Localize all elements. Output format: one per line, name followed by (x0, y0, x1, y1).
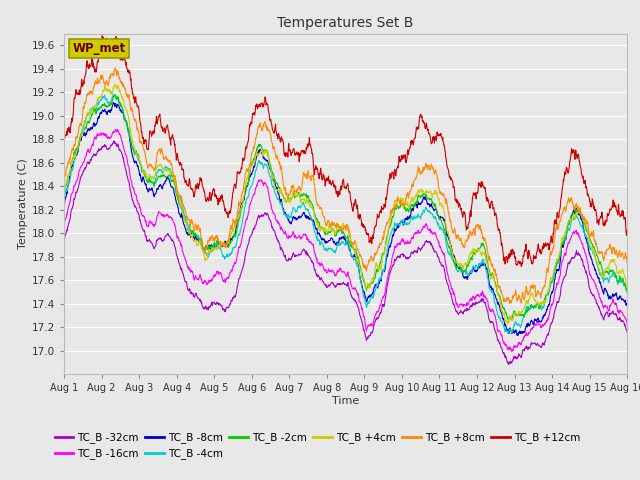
TC_B -16cm (60, 220, 68, 226)
TC_B +8cm (381, 227, 388, 233)
Line: TC_B -4cm: TC_B -4cm (64, 94, 627, 333)
TC_B +12cm (381, 204, 388, 210)
TC_B -2cm (127, 138, 134, 144)
TC_B +4cm (111, 82, 119, 87)
TC_B +12cm (127, 76, 134, 82)
TC_B -2cm (60, 191, 68, 197)
Line: TC_B -32cm: TC_B -32cm (64, 141, 627, 364)
TC_B +12cm (60, 138, 68, 144)
TC_B -8cm (300, 210, 307, 216)
TC_B +4cm (504, 321, 511, 326)
TC_B -8cm (381, 267, 388, 273)
TC_B +8cm (506, 300, 513, 306)
TC_B +8cm (321, 219, 329, 225)
TC_B +12cm (311, 166, 319, 172)
TC_B -32cm (300, 246, 307, 252)
TC_B -32cm (104, 146, 111, 152)
TC_B -16cm (104, 135, 111, 141)
TC_B +4cm (311, 214, 319, 220)
TC_B -32cm (60, 238, 68, 244)
TC_B -8cm (127, 144, 134, 150)
Line: TC_B -16cm: TC_B -16cm (64, 129, 627, 352)
TC_B -2cm (381, 245, 388, 251)
TC_B -32cm (110, 138, 118, 144)
TC_B -16cm (508, 349, 516, 355)
TC_B -2cm (508, 317, 516, 323)
TC_B -2cm (623, 290, 631, 296)
TC_B +4cm (127, 129, 134, 135)
Title: Temperatures Set B: Temperatures Set B (277, 16, 414, 30)
TC_B -8cm (109, 100, 117, 106)
TC_B -4cm (127, 139, 134, 145)
TC_B -16cm (127, 177, 134, 182)
TC_B +12cm (104, 39, 112, 45)
X-axis label: Time: Time (332, 396, 359, 406)
TC_B +4cm (381, 247, 388, 252)
TC_B -4cm (311, 230, 319, 236)
TC_B +12cm (517, 264, 525, 269)
Line: TC_B +12cm: TC_B +12cm (64, 36, 627, 266)
TC_B +4cm (623, 283, 631, 289)
TC_B +4cm (60, 185, 68, 191)
TC_B +8cm (111, 65, 119, 71)
TC_B -2cm (111, 92, 119, 98)
TC_B -8cm (311, 224, 319, 229)
TC_B +8cm (311, 188, 319, 193)
TC_B -4cm (623, 288, 631, 294)
TC_B -4cm (300, 199, 307, 205)
TC_B +8cm (623, 261, 631, 266)
TC_B -32cm (127, 190, 134, 195)
TC_B +8cm (60, 171, 68, 177)
TC_B -8cm (60, 203, 68, 209)
TC_B -32cm (381, 299, 388, 304)
Line: TC_B -8cm: TC_B -8cm (64, 103, 627, 336)
TC_B -4cm (109, 91, 117, 97)
TC_B +8cm (300, 170, 307, 176)
TC_B -32cm (321, 282, 329, 288)
Line: TC_B +8cm: TC_B +8cm (64, 68, 627, 303)
TC_B -16cm (311, 251, 319, 256)
TC_B +8cm (127, 108, 134, 113)
Y-axis label: Temperature (C): Temperature (C) (17, 158, 28, 250)
TC_B -8cm (514, 333, 522, 338)
TC_B +4cm (300, 196, 307, 202)
TC_B -8cm (104, 110, 111, 116)
Line: TC_B +4cm: TC_B +4cm (64, 84, 627, 324)
TC_B +12cm (321, 183, 329, 189)
TC_B -16cm (381, 291, 388, 297)
TC_B -2cm (311, 212, 319, 217)
Line: TC_B -2cm: TC_B -2cm (64, 95, 627, 320)
TC_B +12cm (99, 33, 106, 38)
TC_B +12cm (623, 233, 631, 239)
TC_B -8cm (321, 239, 329, 244)
TC_B -4cm (60, 197, 68, 203)
TC_B -2cm (321, 231, 329, 237)
TC_B -8cm (623, 303, 631, 309)
TC_B -32cm (505, 361, 513, 367)
TC_B +12cm (300, 150, 307, 156)
TC_B -2cm (104, 104, 111, 109)
TC_B -4cm (104, 100, 111, 106)
TC_B -4cm (381, 263, 388, 268)
TC_B +4cm (104, 89, 111, 95)
Text: WP_met: WP_met (72, 42, 125, 55)
TC_B -16cm (111, 126, 119, 132)
TC_B -16cm (623, 322, 631, 327)
TC_B -16cm (321, 267, 329, 273)
TC_B -32cm (623, 329, 631, 335)
TC_B +8cm (104, 81, 111, 87)
TC_B -32cm (311, 266, 319, 272)
Legend: TC_B -32cm, TC_B -16cm, TC_B -8cm, TC_B -4cm, TC_B -2cm, TC_B +4cm, TC_B +8cm, T: TC_B -32cm, TC_B -16cm, TC_B -8cm, TC_B … (54, 432, 580, 459)
TC_B +4cm (321, 226, 329, 231)
TC_B -2cm (300, 191, 307, 197)
TC_B -4cm (508, 330, 516, 336)
TC_B -4cm (321, 246, 329, 252)
TC_B -16cm (300, 231, 307, 237)
